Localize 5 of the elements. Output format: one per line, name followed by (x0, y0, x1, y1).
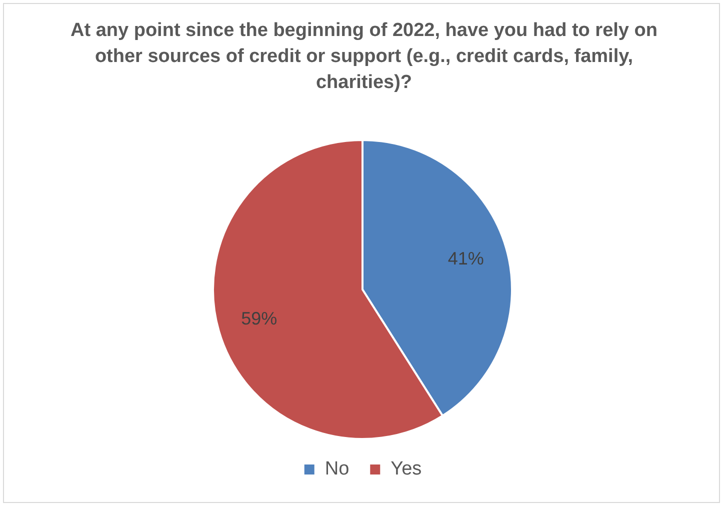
chart-title: At any point since the beginning of 2022, have you had to rely on other sources of credit or support (e.g., credit cards, family, charities)? (70, 19, 658, 95)
data-label: 41% (448, 248, 484, 268)
legend-label: Yes (390, 458, 422, 480)
data-label: 59% (241, 308, 278, 328)
legend-label: No (324, 458, 350, 480)
